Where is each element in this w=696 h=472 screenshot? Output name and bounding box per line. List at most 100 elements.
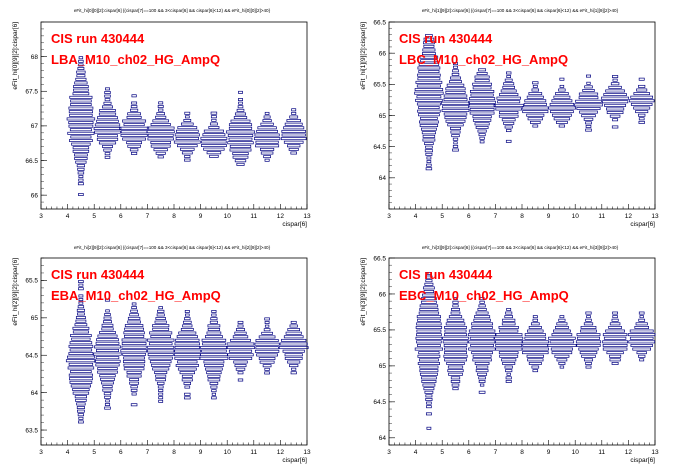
box <box>416 329 442 333</box>
box <box>177 126 198 130</box>
box <box>638 117 645 121</box>
box <box>506 71 512 75</box>
box <box>521 340 549 344</box>
box <box>258 357 276 360</box>
box <box>417 362 440 365</box>
box <box>449 76 462 80</box>
box <box>77 305 85 309</box>
box <box>72 149 90 153</box>
box <box>445 322 466 326</box>
y-axis-label: eFit_hi[2][9][2]:cispar[6] <box>12 258 19 326</box>
box <box>416 95 442 99</box>
box <box>451 308 460 311</box>
box <box>156 381 165 385</box>
box <box>263 115 271 119</box>
box <box>158 101 164 105</box>
box <box>422 293 436 297</box>
box <box>126 370 142 374</box>
box <box>528 361 542 365</box>
box <box>506 75 512 79</box>
box <box>578 96 599 100</box>
box <box>503 82 515 86</box>
box-column-2 <box>93 87 122 159</box>
chart-panel-3: eFit_hi[2][9][2]:cispar[6] {(cispar[7]==… <box>12 245 311 464</box>
box <box>238 98 243 102</box>
box <box>78 294 84 298</box>
box <box>69 380 93 384</box>
box <box>68 124 94 128</box>
box <box>78 63 84 67</box>
box <box>182 324 193 328</box>
annotation-run: CIS run 430444 <box>51 267 145 282</box>
box <box>419 304 439 308</box>
box <box>532 318 539 322</box>
box <box>77 182 84 186</box>
y-axis-label: eFit_hi[0][9][2]:cispar[6] <box>12 22 19 90</box>
box <box>153 148 168 152</box>
box <box>72 330 89 334</box>
box <box>583 358 594 362</box>
box <box>238 90 243 94</box>
y-tick-label: 66 <box>379 50 387 57</box>
box <box>228 137 253 141</box>
x-tick-label: 11 <box>250 449 257 456</box>
box <box>585 318 592 322</box>
box <box>255 140 279 144</box>
y-tick-label: 68 <box>31 54 39 61</box>
box <box>95 363 120 367</box>
box <box>177 144 198 148</box>
box-column-4 <box>494 308 524 383</box>
box <box>608 85 622 89</box>
box <box>94 359 121 363</box>
box <box>521 347 549 351</box>
box <box>284 356 303 360</box>
box-column-5 <box>521 81 549 128</box>
x-tick-label: 12 <box>277 213 285 220</box>
box <box>155 317 166 320</box>
box-column-4 <box>493 71 524 143</box>
x-tick-label: 3 <box>39 449 43 456</box>
box <box>181 378 193 382</box>
box <box>76 312 85 316</box>
box <box>290 151 297 155</box>
box <box>522 343 549 347</box>
box <box>469 111 495 115</box>
box <box>505 369 513 373</box>
box-column-4 <box>146 101 175 159</box>
box <box>234 364 247 368</box>
box <box>417 109 441 113</box>
box <box>448 315 463 319</box>
box <box>131 94 137 98</box>
box <box>228 123 253 127</box>
box <box>552 113 572 117</box>
box <box>232 335 249 339</box>
box <box>184 385 191 389</box>
box <box>225 130 256 134</box>
box <box>184 158 191 162</box>
box <box>123 356 146 360</box>
box-column-7 <box>226 320 255 382</box>
box-column-1 <box>65 280 96 424</box>
box <box>524 333 546 337</box>
x-tick-label: 7 <box>146 449 150 456</box>
x-axis-label: cispar[6] <box>282 457 307 464</box>
box <box>232 152 249 156</box>
box <box>478 304 486 308</box>
box <box>499 354 519 358</box>
y-tick-label: 65 <box>379 363 387 370</box>
box <box>285 331 302 335</box>
box <box>254 349 280 353</box>
box <box>289 115 299 119</box>
box <box>504 365 513 369</box>
box <box>425 34 433 38</box>
x-tick-label: 5 <box>440 449 444 456</box>
box <box>426 156 432 160</box>
box <box>130 385 138 389</box>
box <box>548 336 576 340</box>
box <box>238 101 243 105</box>
box <box>479 136 485 140</box>
box <box>200 353 228 357</box>
box-column-4 <box>146 306 176 403</box>
box <box>494 340 523 344</box>
box-column-6 <box>200 111 228 158</box>
